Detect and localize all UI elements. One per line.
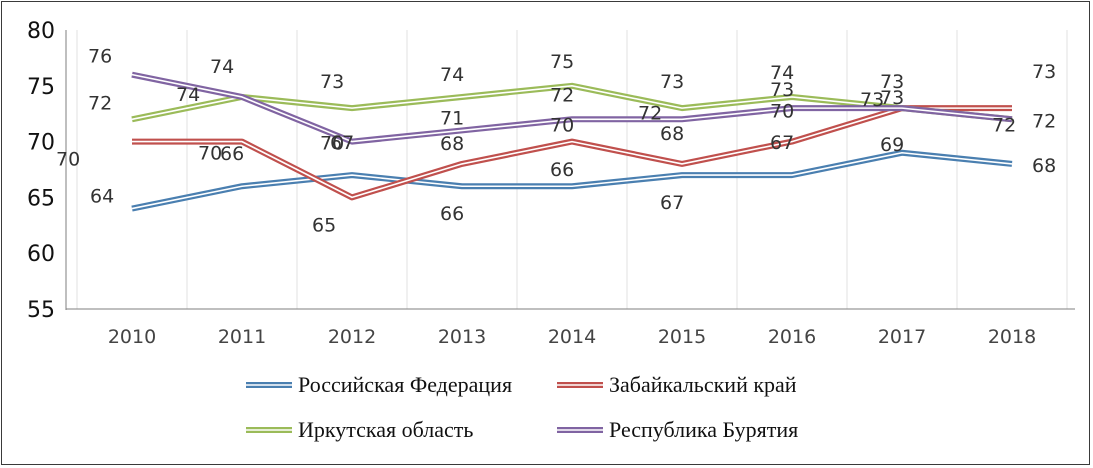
legend: Российская Федерация Забайкальский край Ир…	[246, 372, 798, 442]
series-lines	[131, 71, 1013, 212]
x-tick-label: 2010	[108, 326, 156, 348]
series-line-core-3	[131, 85, 1013, 121]
data-label: 64	[90, 186, 114, 208]
data-label: 73	[880, 87, 904, 109]
data-label: 69	[880, 134, 904, 156]
data-label: 74	[176, 84, 200, 106]
data-label: 73	[880, 71, 904, 93]
y-tick-label: 75	[27, 75, 55, 100]
data-label: 67	[770, 132, 794, 154]
x-tick-label: 2014	[548, 326, 596, 348]
data-label: 74	[440, 64, 464, 86]
y-axis-ticks: 55 60 65 70 75 80	[27, 19, 55, 323]
data-label: 76	[88, 46, 112, 68]
data-label: 75	[550, 51, 574, 73]
grid	[76, 30, 1068, 309]
data-label: 65	[312, 214, 336, 236]
data-label: 70	[770, 101, 794, 123]
data-label: 73	[1032, 61, 1056, 83]
series-line-core-1	[131, 151, 1013, 210]
x-tick-label: 2011	[218, 326, 266, 348]
data-label: 72	[550, 84, 574, 106]
data-label: 66	[220, 143, 244, 165]
y-tick-label: 55	[27, 298, 55, 323]
data-label: 73	[860, 89, 884, 111]
data-label: 66	[440, 203, 464, 225]
data-label: 70	[198, 143, 222, 165]
data-label: 73	[320, 71, 344, 93]
series-line-core-4	[131, 73, 1013, 143]
data-label: 72	[88, 92, 112, 114]
data-label: 71	[440, 107, 464, 129]
data-label: 67	[330, 132, 354, 154]
data-label: 74	[770, 62, 794, 84]
data-label: 72	[992, 114, 1016, 136]
series-line-core-2	[132, 107, 1012, 199]
axes	[65, 30, 1075, 310]
y-tick-label: 65	[27, 186, 55, 211]
data-label: 73	[770, 79, 794, 101]
data-label: 70	[550, 115, 574, 137]
data-label: 73	[660, 71, 684, 93]
data-label: 72	[1032, 110, 1056, 132]
x-tick-label: 2016	[768, 326, 816, 348]
legend-label: Забайкальский край	[609, 372, 797, 397]
data-label: 70	[56, 149, 80, 171]
legend-label: Иркутская область	[298, 417, 473, 442]
x-tick-label: 2017	[878, 326, 926, 348]
data-label: 72	[638, 102, 662, 124]
data-label: 70	[320, 133, 344, 155]
x-tick-label: 2012	[328, 326, 376, 348]
y-tick-label: 80	[27, 19, 55, 44]
data-label: 74	[210, 56, 234, 78]
y-tick-label: 60	[27, 242, 55, 267]
x-tick-label: 2018	[988, 326, 1036, 348]
legend-label: Российская Федерация	[298, 372, 512, 397]
x-axis-ticks: 2010 2011 2012 2013 2014 2015 2016 2017 2018	[108, 326, 1036, 348]
legend-label: Республика Бурятия	[609, 417, 798, 442]
x-tick-label: 2015	[658, 326, 706, 348]
data-label: 67	[660, 192, 684, 214]
data-label: 68	[440, 133, 464, 155]
data-label: 66	[550, 159, 574, 181]
data-label: 68	[1032, 155, 1056, 177]
y-tick-label: 70	[27, 131, 55, 156]
x-tick-label: 2013	[438, 326, 486, 348]
data-label: 68	[660, 123, 684, 145]
